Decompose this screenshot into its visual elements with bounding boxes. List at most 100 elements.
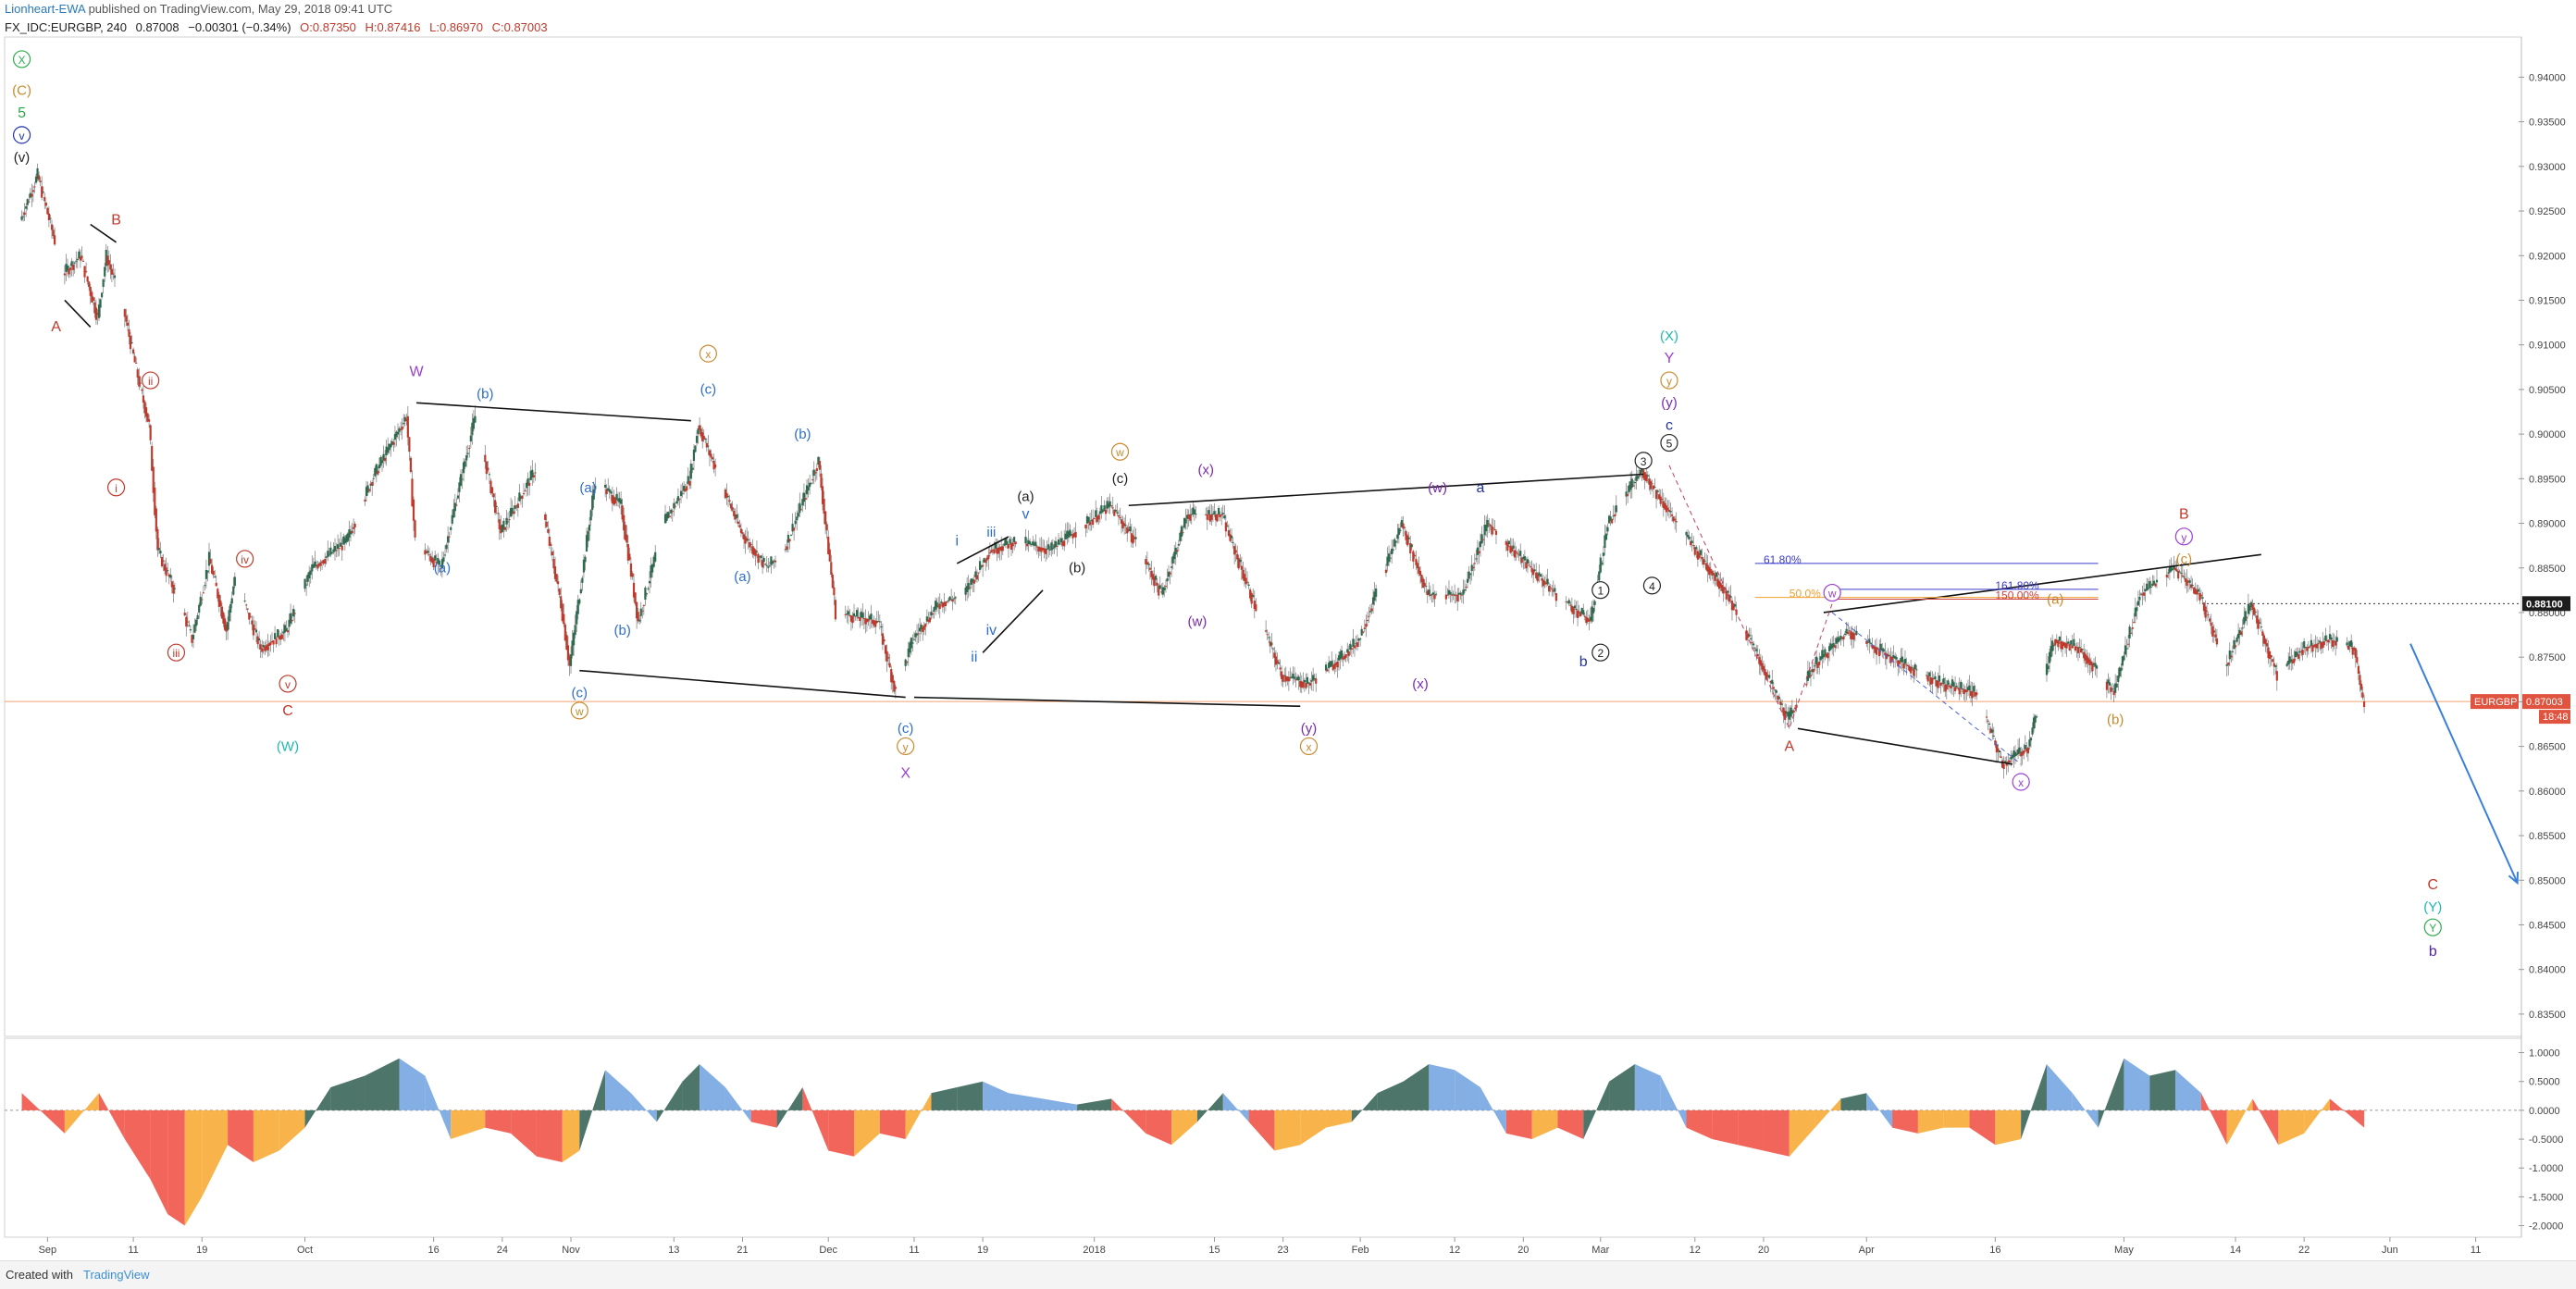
wave-label: v xyxy=(19,130,25,143)
osc-area-segment xyxy=(304,1086,331,1128)
candle-body xyxy=(330,552,334,554)
candle-body xyxy=(459,474,463,486)
candle-body xyxy=(811,479,814,481)
osc-area-segment xyxy=(1686,1109,1713,1140)
candle-body xyxy=(1176,550,1179,552)
candle-body xyxy=(625,534,628,543)
candle-body xyxy=(1648,478,1651,485)
osc-area-segment xyxy=(184,1109,203,1226)
candle-body xyxy=(1971,691,1974,699)
candle-body xyxy=(634,592,637,604)
low-value: L:0.86970 xyxy=(429,20,483,34)
candle-body xyxy=(1046,548,1048,550)
candle-body xyxy=(854,615,857,617)
candle-body xyxy=(1108,503,1110,508)
candle-body xyxy=(1662,501,1665,508)
wave-label: (b) xyxy=(1069,561,1085,576)
candle-body xyxy=(63,273,67,276)
candle-body xyxy=(1765,672,1768,680)
candle-body xyxy=(463,462,465,474)
candle-body xyxy=(33,186,36,188)
candle-body xyxy=(1129,526,1132,532)
candle-body xyxy=(364,499,366,502)
chart-canvas[interactable]: 0.940000.935000.930000.925000.920000.915… xyxy=(0,0,2576,1260)
candle-body xyxy=(1003,543,1006,546)
candle-body xyxy=(333,546,337,552)
candle-body xyxy=(379,456,382,466)
candle-body xyxy=(1266,634,1269,636)
time-tick-label: 2018 xyxy=(1083,1245,1105,1256)
osc-area-segment xyxy=(2124,1058,2150,1110)
time-tick-label: Dec xyxy=(819,1245,837,1256)
candle-body xyxy=(401,427,403,430)
candle-body xyxy=(1588,619,1591,622)
candle-body xyxy=(1047,544,1050,550)
candle-body xyxy=(977,572,980,574)
candle-body xyxy=(948,596,951,601)
candle-body xyxy=(1805,684,1808,686)
open-value: O:0.87350 xyxy=(300,20,356,34)
candle-body xyxy=(1884,652,1887,655)
candle-body xyxy=(1855,630,1858,636)
candle-body xyxy=(31,193,33,197)
candle-body xyxy=(687,476,689,484)
osc-area-segment xyxy=(854,1109,880,1157)
wave-label: y xyxy=(1666,375,1672,388)
candle-body xyxy=(2307,646,2310,649)
candle-body xyxy=(515,505,518,507)
candle-body xyxy=(1240,565,1243,570)
candle-body xyxy=(681,492,684,494)
candle-body xyxy=(1633,481,1636,484)
osc-tick-label: -0.5000 xyxy=(2529,1134,2563,1146)
candle-body xyxy=(232,586,235,595)
candle-body xyxy=(1882,649,1885,652)
candle-body xyxy=(861,613,864,618)
tradingview-brand[interactable]: TradingView xyxy=(83,1268,150,1282)
candle-body xyxy=(269,642,272,646)
candle-body xyxy=(1625,491,1628,497)
candle-body xyxy=(1001,546,1004,552)
author-link[interactable]: Lionheart-EWA xyxy=(5,2,85,16)
wave-label: 50.0% xyxy=(1790,588,1821,601)
wave-label: v xyxy=(285,678,291,691)
candle-body xyxy=(1315,678,1318,684)
candle-body xyxy=(560,596,563,609)
candle-body xyxy=(432,559,435,568)
candle-body xyxy=(1344,655,1346,660)
price-tick-label: 0.93000 xyxy=(2529,162,2566,173)
candle-body xyxy=(226,622,229,631)
candle-body xyxy=(1465,587,1468,589)
candle-body xyxy=(2199,594,2202,597)
time-tick-label: 19 xyxy=(196,1245,207,1256)
candle-body xyxy=(285,627,288,632)
candle-body xyxy=(1850,631,1852,639)
osc-tick-label: -1.0000 xyxy=(2529,1163,2563,1174)
candle-body xyxy=(2320,642,2322,650)
candle-body xyxy=(2112,690,2115,696)
candle-body xyxy=(2306,647,2309,651)
candle-body xyxy=(1297,676,1300,681)
candle-body xyxy=(147,419,151,422)
candle-body xyxy=(447,536,450,543)
candle-body xyxy=(906,662,909,663)
osc-area-segment xyxy=(99,1093,125,1140)
candle-body xyxy=(1074,531,1077,538)
candle-body xyxy=(1965,689,1968,692)
osc-area-segment xyxy=(2046,1064,2073,1110)
symbol-info: FX_IDC:EURGBP, 240 0.87008 −0.00301 (−0.… xyxy=(5,20,553,34)
candle-body xyxy=(133,355,136,363)
candle-body xyxy=(1329,661,1331,668)
candle-body xyxy=(1906,665,1910,667)
wave-label: (c) xyxy=(700,382,717,398)
candle-body xyxy=(738,525,741,527)
candle-body xyxy=(29,192,31,198)
candle-body xyxy=(2243,616,2246,625)
candle-body xyxy=(425,552,428,553)
candle-body xyxy=(1642,469,1645,478)
candle-body xyxy=(684,489,687,492)
candle-body xyxy=(2055,639,2058,644)
candle-body xyxy=(2322,641,2325,646)
candle-body xyxy=(1705,563,1708,570)
candle-body xyxy=(1759,660,1762,666)
symbol-tag xyxy=(2471,694,2519,710)
